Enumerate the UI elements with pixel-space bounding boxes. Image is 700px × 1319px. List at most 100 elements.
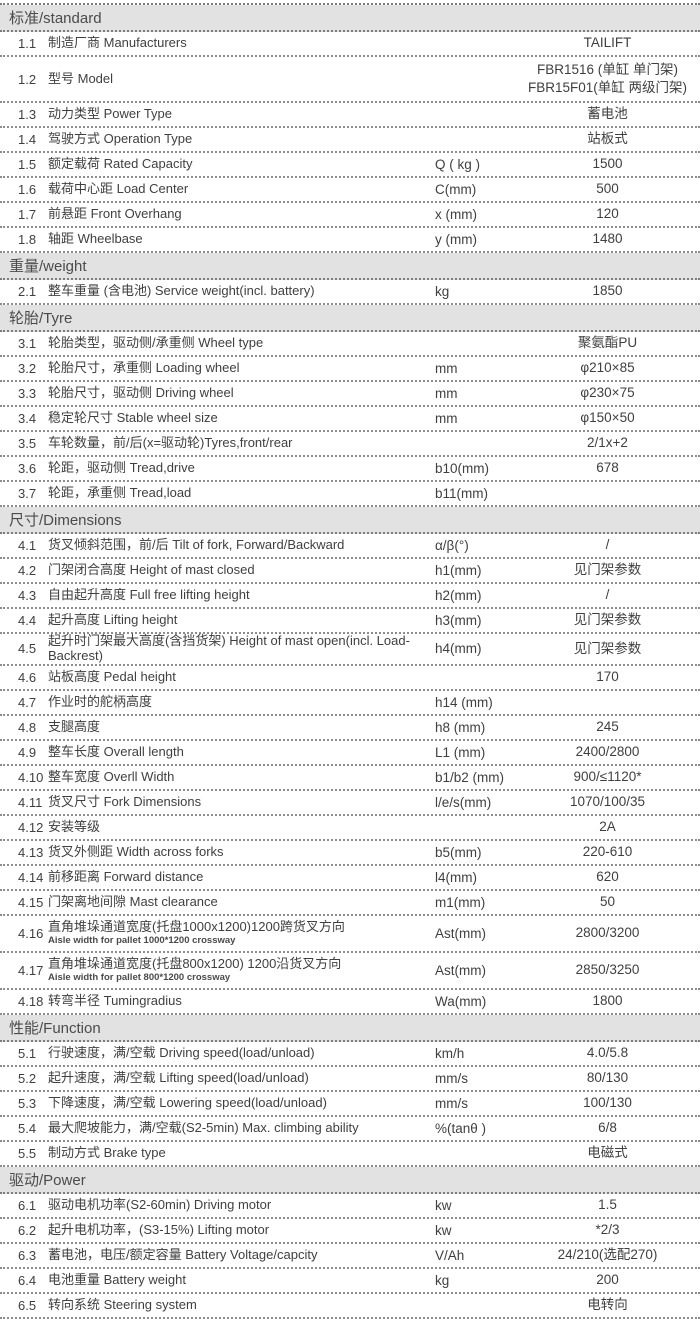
row-label-main: 整车重量 (含电池) Service weight(incl. battery) — [48, 283, 315, 299]
row-unit: Ast(mm) — [435, 925, 486, 941]
row-label: 起升电机功率，(S3-15%) Lifting motor — [48, 1221, 435, 1238]
row-number: 4.1 — [18, 538, 37, 553]
row-label: 稳定轮尺寸 Stable wheel size — [48, 410, 435, 426]
row-unit: C(mm) — [435, 182, 477, 197]
row-label-main: 车轮数量，前/后(x=驱动轮)Tyres,front/rear — [48, 435, 293, 451]
row-label-main: 作业时的舵柄高度 — [48, 693, 153, 709]
row-number: 1.7 — [18, 207, 37, 222]
row-label: 安装等级 — [48, 819, 435, 835]
row-value: 1850 — [592, 283, 623, 299]
row-number: 3.4 — [18, 411, 37, 426]
row-value: 1.5 — [598, 1197, 617, 1213]
row-value-line: FBR15F01(单缸 两级门架) — [527, 80, 688, 95]
row-number: 4.6 — [18, 669, 37, 685]
row-unit: kw — [435, 1197, 452, 1213]
row-value: 蓄电池 — [587, 106, 628, 122]
spec-row: 3.2 轮胎尺寸，承重侧 Loading wheel mm φ210×85 — [0, 357, 700, 382]
row-value: 50 — [599, 894, 616, 910]
section-header-title: 重量/weight — [9, 258, 87, 275]
row-number: 4.10 — [18, 769, 44, 785]
row-label: 站板高度 Pedal height — [48, 668, 435, 685]
row-label-main: 驱动电机功率(S2-60min) Driving motor — [48, 1196, 272, 1212]
row-value: 80/130 — [586, 1070, 629, 1086]
spec-row: 4.8 支腿高度 h8 (mm) 245 — [0, 716, 700, 741]
row-label: 整车重量 (含电池) Service weight(incl. battery) — [48, 283, 435, 299]
spec-row: 5.2 起升速度，满/空载 Lifting speed(load/unload)… — [0, 1067, 700, 1092]
row-number: 4.17 — [18, 962, 44, 978]
spec-row: 4.10 整车宽度 Overll Width b1/b2 (mm) 900/≤1… — [0, 766, 700, 791]
row-value: 6/8 — [598, 1120, 617, 1136]
row-unit: V/Ah — [435, 1247, 465, 1263]
row-unit: h4(mm) — [435, 641, 482, 657]
row-value: 620 — [596, 869, 619, 885]
spec-row: 3.1 轮胎类型，驱动侧/承重侧 Wheel type 聚氨酯PU — [0, 332, 700, 357]
row-label-main: 站板高度 Pedal height — [48, 668, 176, 684]
spec-row: 1.3 动力类型 Power Type 蓄电池 — [0, 103, 700, 128]
section-header-title: 尺寸/Dimensions — [9, 512, 122, 529]
row-label-main: 起升时门架最大高度(含挡货架) Height of mast open(incl… — [48, 633, 410, 663]
spec-row: 4.6 站板高度 Pedal height 170 — [0, 666, 700, 691]
row-label-main: 支腿高度 — [48, 718, 101, 734]
row-value: φ230×75 — [580, 385, 635, 401]
row-label-main: 驾驶方式 Operation Type — [48, 131, 193, 147]
row-label-main: 轮距，驱动侧 Tread,drive — [48, 460, 195, 476]
spec-row: 3.7 轮距，承重侧 Tread,load b11(mm) — [0, 482, 700, 507]
spec-row: 1.6 载荷中心距 Load Center C(mm) 500 — [0, 178, 700, 203]
spec-row: 1.1 制造厂商 Manufacturers TAILIFT — [0, 32, 700, 57]
row-number: 4.3 — [18, 588, 37, 603]
row-unit: kg — [435, 284, 450, 299]
spec-row: 4.9 整车长度 Overall length L1 (mm) 2400/280… — [0, 741, 700, 766]
row-label: 门架闭合高度 Height of mast closed — [48, 562, 435, 578]
spec-row: 4.12 安装等级 2A — [0, 816, 700, 841]
row-label-main: 起升电机功率，(S3-15%) Lifting motor — [48, 1221, 270, 1237]
row-unit: b1/b2 (mm) — [435, 769, 505, 785]
row-label: 动力类型 Power Type — [48, 106, 435, 122]
row-value: 见门架参数 — [573, 612, 642, 628]
row-label: 制动方式 Brake type — [48, 1145, 435, 1161]
row-unit: mm — [435, 411, 458, 426]
row-unit: h3(mm) — [435, 613, 482, 628]
spec-row: 4.1 货叉倾斜范围，前/后 Tilt of fork, Forward/Bac… — [0, 534, 700, 559]
row-value: 聚氨酯PU — [577, 335, 638, 351]
row-label-main: 稳定轮尺寸 Stable wheel size — [48, 410, 218, 426]
row-unit: l/e/s(mm) — [435, 794, 492, 810]
spec-row: 4.14 前移距离 Forward distance l4(mm) 620 — [0, 866, 700, 891]
row-unit: h8 (mm) — [435, 719, 486, 735]
row-label-main: 起升高度 Lifting height — [48, 612, 178, 628]
row-unit: h2(mm) — [435, 588, 482, 603]
row-unit: mm — [435, 386, 458, 401]
spec-row: 4.13 货叉外侧距 Width across forks b5(mm) 220… — [0, 841, 700, 866]
row-unit: h1(mm) — [435, 563, 482, 578]
row-label: 轮距，承重侧 Tread,load — [48, 485, 435, 501]
row-unit: y (mm) — [435, 232, 477, 247]
row-unit: l4(mm) — [435, 869, 477, 885]
row-label: 转向系统 Steering system — [48, 1297, 435, 1313]
row-label: 轮距，驱动侧 Tread,drive — [48, 460, 435, 476]
row-label: 驱动电机功率(S2-60min) Driving motor — [48, 1196, 435, 1213]
row-number: 1.5 — [18, 157, 37, 172]
row-label-main: 行驶速度，满/空载 Driving speed(load/unload) — [48, 1044, 315, 1060]
row-label-main: 型号 Model — [48, 70, 114, 86]
row-label-main: 货叉倾斜范围，前/后 Tilt of fork, Forward/Backwar… — [48, 537, 345, 553]
row-number: 4.11 — [18, 794, 43, 810]
row-label-main: 直角堆垛通道宽度(托盘800x1200) 1200沿货叉方向 — [48, 955, 342, 971]
row-label: 前移距离 Forward distance — [48, 869, 435, 885]
row-label-main: 轮距，承重侧 Tread,load — [48, 485, 192, 501]
row-label-main: 前悬距 Front Overhang — [48, 206, 182, 222]
row-label: 起升时门架最大高度(含挡货架) Height of mast open(incl… — [48, 633, 435, 664]
row-number: 4.14 — [18, 869, 44, 885]
row-label-main: 电池重量 Battery weight — [48, 1271, 186, 1287]
row-value: 电转向 — [587, 1297, 628, 1313]
section-header: 驱动/Power — [0, 1166, 700, 1194]
row-number: 3.3 — [18, 386, 37, 401]
row-label: 直角堆垛通道宽度(托盘800x1200) 1200沿货叉方向 Aisle wid… — [48, 955, 435, 984]
row-value: 电磁式 — [587, 1145, 628, 1161]
row-value: 2A — [599, 819, 616, 835]
row-label: 制造厂商 Manufacturers — [48, 35, 435, 51]
section-header-title: 性能/Function — [9, 1019, 101, 1037]
row-label-main: 整车长度 Overall length — [48, 743, 184, 759]
spec-row: 4.5 起升时门架最大高度(含挡货架) Height of mast open(… — [0, 633, 700, 666]
row-label: 下降速度，满/空载 Lowering speed(load/unload) — [48, 1095, 435, 1111]
row-unit: b11(mm) — [435, 486, 489, 501]
row-label: 驾驶方式 Operation Type — [48, 131, 435, 147]
